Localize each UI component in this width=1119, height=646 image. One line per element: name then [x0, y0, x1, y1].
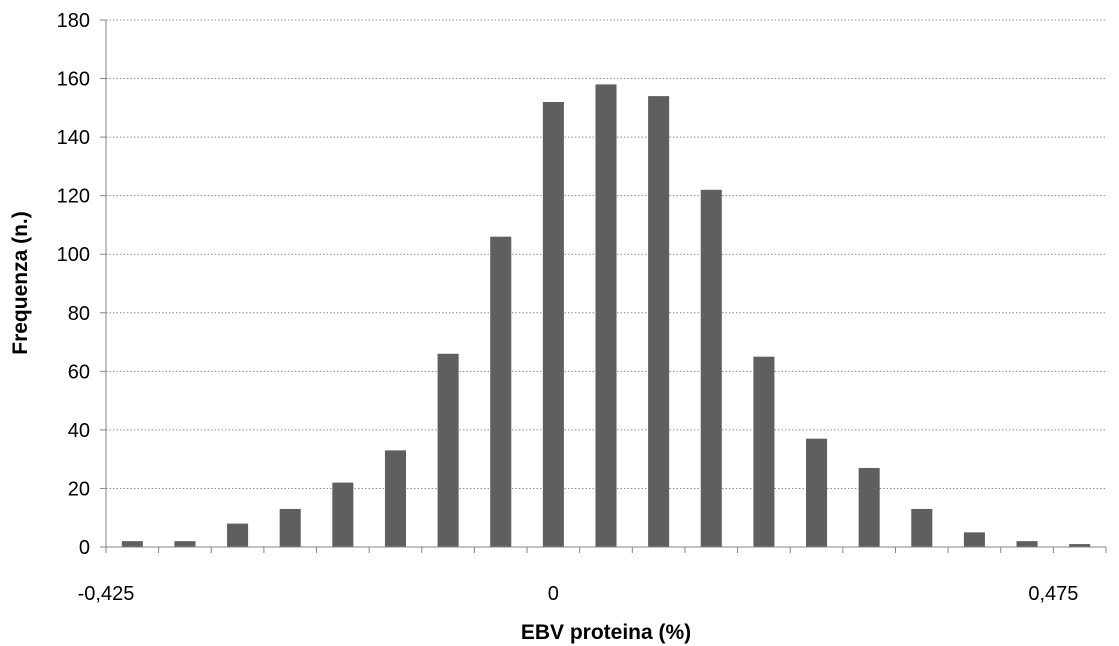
x-tick-labels: -0,425 0 0,475: [78, 583, 1079, 605]
axes: [100, 19, 1107, 553]
gridlines: [106, 19, 1106, 489]
x-tick-label: 0,475: [1028, 583, 1078, 605]
y-tick-label: 160: [57, 69, 90, 91]
bar: [648, 96, 670, 547]
bar: [1016, 541, 1038, 547]
y-tick-label: 120: [57, 186, 90, 208]
x-tick-label: -0,425: [78, 583, 135, 605]
x-axis-title: EBV proteina (%): [521, 621, 691, 644]
bar: [595, 84, 617, 548]
bar: [227, 523, 249, 547]
y-tick-label: 80: [68, 303, 90, 325]
bar: [332, 482, 354, 547]
y-tick-labels: 0 20 40 60 80 100 120 140 160 180: [57, 10, 90, 559]
bar: [1069, 544, 1091, 547]
bar: [858, 467, 880, 547]
bar: [700, 189, 722, 548]
bar: [542, 101, 564, 547]
y-axis-title: Frequenza (n.): [9, 211, 32, 355]
y-tick-label: 60: [68, 361, 90, 383]
y-tick-label: 180: [57, 10, 90, 32]
y-tick-label: 20: [68, 478, 90, 500]
bar: [490, 236, 512, 547]
bar: [963, 532, 985, 547]
y-tick-label: 40: [68, 420, 90, 442]
y-tick-label: 100: [57, 244, 90, 266]
bar: [911, 508, 933, 547]
bars: [121, 84, 1091, 548]
bar: [279, 508, 301, 547]
bar: [753, 356, 775, 547]
bar: [806, 438, 828, 547]
y-tick-label: 140: [57, 127, 90, 149]
bar: [384, 450, 406, 547]
bar: [121, 541, 143, 547]
bar: [437, 353, 459, 547]
bar: [174, 541, 196, 547]
y-tick-label: 0: [79, 537, 90, 559]
x-tick-label: 0: [548, 583, 559, 605]
